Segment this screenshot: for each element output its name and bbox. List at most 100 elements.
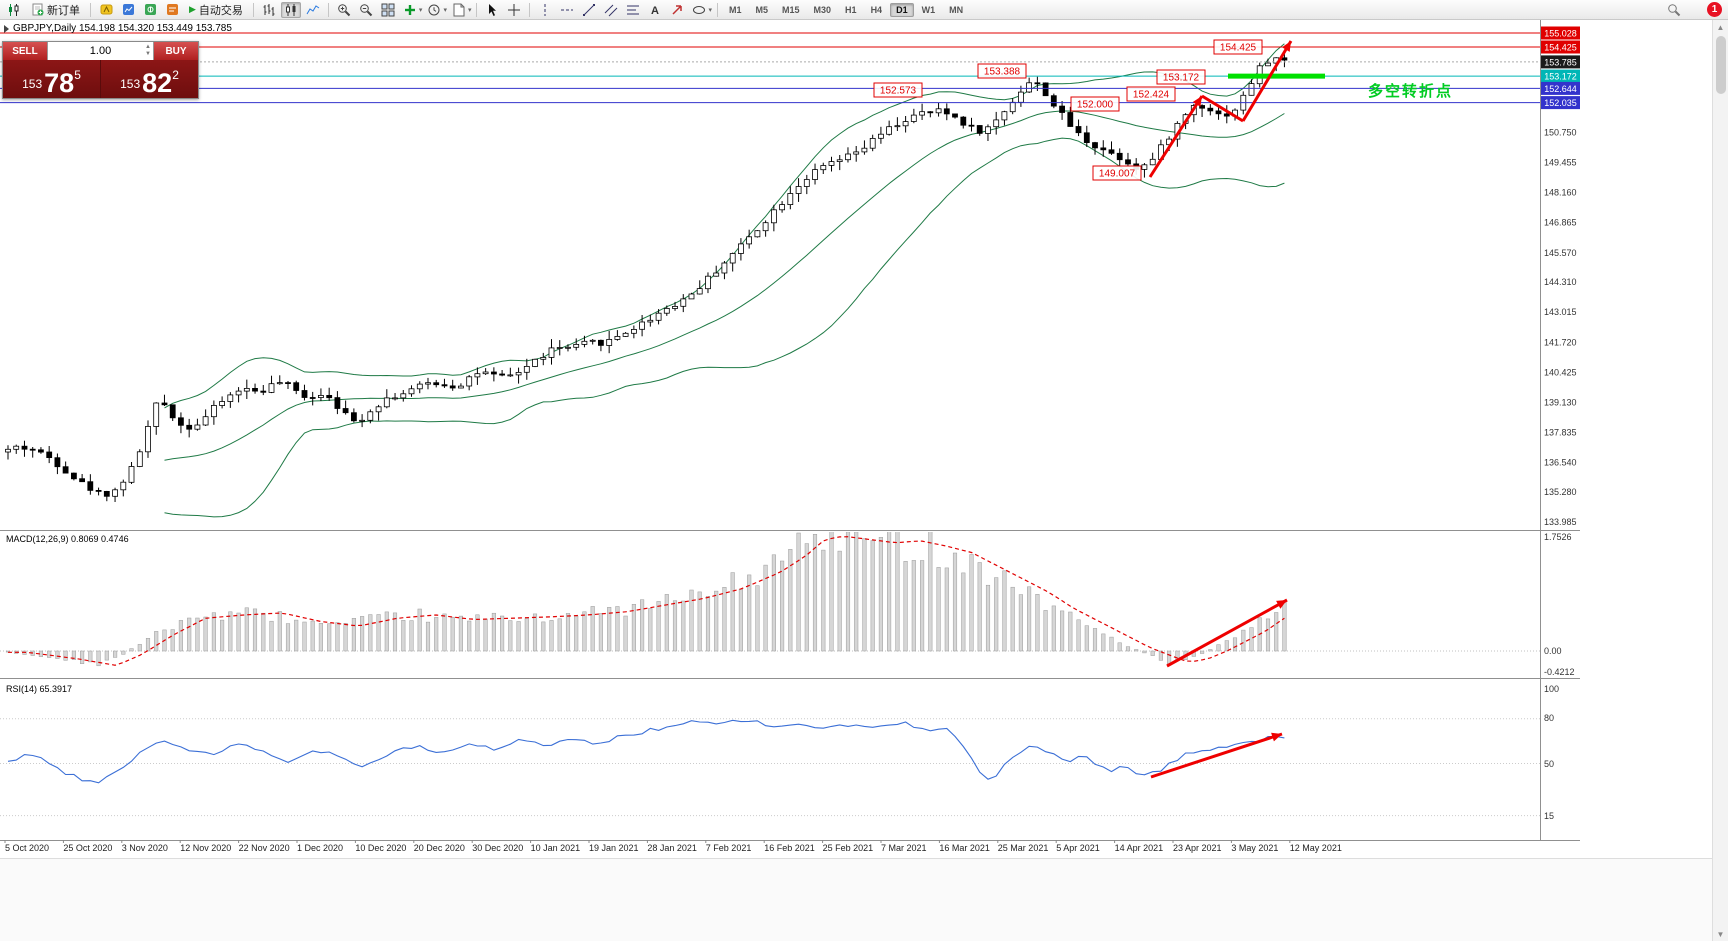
svg-text:10 Dec 2020: 10 Dec 2020 [355, 843, 406, 853]
vertical-line-icon[interactable] [535, 2, 555, 18]
timeframe-h1[interactable]: H1 [845, 4, 857, 15]
svg-text:140.425: 140.425 [1544, 367, 1577, 377]
search-icon[interactable] [1664, 2, 1684, 18]
panel-separators[interactable] [0, 20, 1580, 841]
svg-text:153.172: 153.172 [1163, 73, 1200, 84]
toolbar-separator [252, 2, 254, 17]
navigator-icon[interactable] [140, 2, 160, 18]
symbol-ohlc-text: GBPJPY,Daily 154.198 154.320 153.449 153… [13, 23, 232, 34]
tile-windows-icon[interactable] [378, 2, 398, 18]
market-watch-icon[interactable] [118, 2, 138, 18]
svg-text:3 May 2021: 3 May 2021 [1231, 843, 1278, 853]
svg-text:149.455: 149.455 [1544, 158, 1577, 168]
zoom-in-icon[interactable] [334, 2, 354, 18]
svg-text:7 Feb 2021: 7 Feb 2021 [706, 843, 752, 853]
buy-price[interactable]: 153 82 2 [101, 60, 198, 98]
svg-text:30 Dec 2020: 30 Dec 2020 [472, 843, 523, 853]
svg-text:25 Mar 2021: 25 Mar 2021 [998, 843, 1049, 853]
svg-text:100: 100 [1544, 684, 1559, 694]
svg-text:153.785: 153.785 [1544, 57, 1577, 67]
shapes-icon[interactable] [689, 2, 709, 18]
timeframe-m1[interactable]: M1 [728, 4, 742, 15]
svg-text:19 Jan 2021: 19 Jan 2021 [589, 843, 639, 853]
trendline-icon[interactable] [579, 2, 599, 18]
sell-price-small: 153 [22, 77, 43, 91]
svg-text:A: A [651, 5, 659, 17]
volume-up-icon[interactable]: ▲ [145, 44, 151, 50]
svg-text:154.425: 154.425 [1220, 43, 1257, 54]
timeframe-m5[interactable]: M5 [755, 4, 769, 15]
indicators-icon[interactable] [400, 2, 420, 18]
volume-down-icon[interactable]: ▼ [145, 51, 151, 57]
svg-text:12 Nov 2020: 12 Nov 2020 [180, 843, 231, 853]
horizontal-line-icon[interactable] [557, 2, 577, 18]
toolbar-separator [476, 2, 478, 17]
cursor-icon[interactable] [482, 2, 502, 18]
timeframe-m30[interactable]: M30 [813, 4, 832, 15]
timeframe-h4[interactable]: H4 [870, 4, 883, 15]
templates-caret-icon[interactable]: ▾ [467, 6, 472, 14]
svg-text:144.310: 144.310 [1544, 277, 1577, 287]
channel-icon[interactable] [601, 2, 621, 18]
svg-text:135.280: 135.280 [1544, 487, 1577, 497]
svg-text:149.007: 149.007 [1099, 169, 1136, 180]
chart-window-icon[interactable] [4, 2, 24, 18]
sell-price[interactable]: 153 78 5 [3, 60, 101, 98]
sell-price-big: 78 [44, 68, 75, 98]
sell-button[interactable]: SELL [3, 42, 47, 60]
text-icon[interactable]: A [645, 2, 665, 18]
vertical-scrollbar[interactable]: ▲ ▼ [1712, 20, 1728, 941]
autotrading-label: 自动交易 [198, 4, 243, 17]
autotrading-button[interactable]: ▶ 自动交易 [184, 2, 248, 18]
scroll-up-icon[interactable]: ▲ [1716, 22, 1725, 32]
volume-input[interactable]: 1.00 ▲ ▼ [47, 42, 154, 60]
toolbar-separator [90, 2, 91, 17]
periods-caret-icon[interactable]: ▾ [443, 6, 447, 14]
volume-stepper[interactable]: ▲ ▼ [145, 44, 151, 58]
collapse-triangle-icon[interactable] [4, 24, 9, 33]
svg-text:152.035: 152.035 [1544, 98, 1577, 108]
play-icon: ▶ [189, 4, 196, 14]
timeframe-w1[interactable]: W1 [921, 4, 936, 15]
shapes-caret-icon[interactable]: ▾ [708, 6, 712, 14]
toolbar-separator [716, 2, 718, 17]
trend-arrows [1148, 40, 1293, 779]
svg-text:139.130: 139.130 [1544, 398, 1577, 408]
crosshair-icon[interactable] [504, 2, 524, 18]
zoom-out-icon[interactable] [356, 2, 376, 18]
candlestick-chart-icon[interactable] [280, 1, 301, 18]
terminal-icon[interactable] [162, 2, 182, 18]
bar-chart-icon[interactable] [259, 2, 279, 18]
new-order-label: 新订单 [47, 4, 80, 17]
metaeditor-icon[interactable] [96, 2, 116, 18]
fibonacci-icon[interactable] [623, 2, 643, 18]
new-order-button[interactable]: 新订单 [26, 2, 85, 18]
macd-layer [0, 532, 1540, 667]
bollinger-layer [164, 43, 1285, 518]
arrows-tool-icon[interactable] [667, 2, 687, 18]
svg-text:141.720: 141.720 [1544, 337, 1577, 347]
svg-text:5 Apr 2021: 5 Apr 2021 [1056, 843, 1100, 853]
one-click-trading-panel: SELL 1.00 ▲ ▼ BUY 153 78 5 153 82 2 [2, 41, 199, 99]
toolbar-separator [529, 2, 531, 17]
level-lines[interactable] [0, 32, 1540, 104]
timeframe-m15[interactable]: M15 [782, 4, 800, 15]
buy-price-big: 82 [142, 68, 173, 98]
timeframe-mn[interactable]: MN [949, 4, 964, 15]
templates-icon[interactable] [449, 2, 469, 18]
timeframe-d1[interactable]: D1 [890, 2, 914, 17]
buy-button[interactable]: BUY [154, 42, 198, 60]
scroll-down-icon[interactable]: ▼ [1716, 929, 1725, 939]
axis-labels: 150.750 149.455 148.160 146.865 145.570 144.3… [4, 26, 1580, 853]
scrollbar-thumb[interactable] [1715, 36, 1726, 94]
indicators-caret-icon[interactable]: ▾ [418, 6, 423, 14]
notification-badge[interactable]: 1 [1707, 2, 1722, 17]
periods-icon[interactable] [424, 2, 444, 18]
toolbar-separator [327, 2, 329, 17]
line-chart-icon[interactable] [303, 2, 323, 18]
svg-text:152.000: 152.000 [1077, 100, 1114, 111]
svg-text:153.172: 153.172 [1544, 72, 1577, 82]
macd-label: MACD(12,26,9) 0.8069 0.4746 [6, 534, 129, 544]
